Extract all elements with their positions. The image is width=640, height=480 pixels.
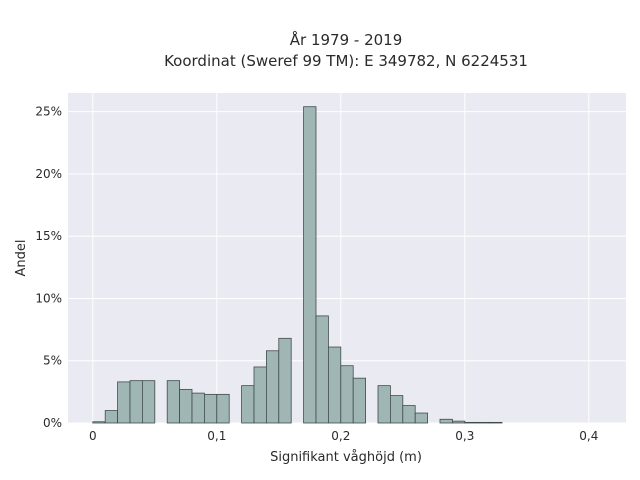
y-tick-label: 20% [35,167,62,181]
histogram-bar [117,381,131,424]
chart-title-line2: Koordinat (Sweref 99 TM): E 349782, N 62… [164,52,528,70]
x-axis-label: Signifikant våghöjd (m) [270,450,422,465]
histogram-bar [303,106,317,424]
histogram-bar [439,418,453,424]
x-tick-label: 0 [89,429,97,443]
histogram-bar [327,346,342,424]
x-tick-label: 0,2 [331,429,350,443]
y-tick-label: 25% [35,105,62,119]
histogram-bar [340,365,354,424]
y-tick-label: 0% [43,416,62,430]
y-axis-label: Andel [14,240,29,277]
histogram-bar [216,393,230,424]
histogram-bar [166,380,180,424]
histogram-bar [389,395,404,424]
y-tick-label: 5% [43,354,62,368]
chart-title-line1: År 1979 - 2019 [290,30,403,49]
histogram-bar [104,410,118,424]
x-tick-label: 0,1 [207,429,226,443]
histogram-bar [315,315,329,424]
x-axis-ticks: 0 0,1 0,2 0,3 0,4 [89,429,598,443]
histogram-bar [352,377,367,424]
histogram-bar [489,421,503,424]
histogram-bars [92,106,503,424]
histogram-bar [265,350,280,424]
histogram-bar [476,421,491,424]
histogram-bar [414,412,429,424]
histogram-bar [464,421,478,424]
histogram-bar [377,385,391,424]
histogram-bar [241,385,255,424]
y-tick-label: 15% [35,229,62,243]
histogram-bar [451,420,466,424]
y-axis-ticks: 0% 5% 10% 15% 20% 25% [35,105,62,430]
x-tick-label: 0,3 [455,429,474,443]
histogram-bar [253,366,267,424]
histogram-bar [141,380,156,424]
histogram-bar [191,392,205,424]
histogram-bar [179,388,193,424]
x-tick-label: 0,4 [579,429,598,443]
histogram-bar [278,337,292,424]
histogram-bar [203,393,218,424]
histogram-bar [402,405,416,424]
histogram-bar [129,380,143,424]
grid-lines [68,93,626,424]
histogram-bar [92,421,106,424]
y-tick-label: 10% [35,291,62,305]
